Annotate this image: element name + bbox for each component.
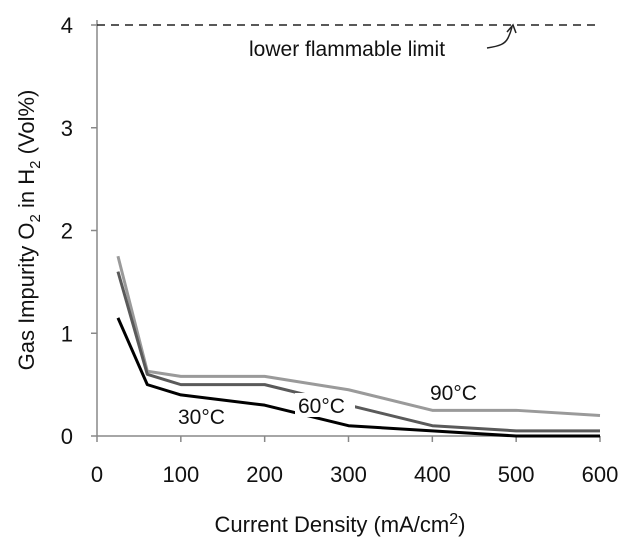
x-axis-title: Current Density (mA/cm2) <box>215 511 466 537</box>
annotation-arrow <box>486 26 513 49</box>
x-tick-label: 100 <box>162 462 199 487</box>
y-tick-label: 0 <box>61 424 73 449</box>
y-tick-label: 1 <box>61 321 73 346</box>
x-tick-label: 200 <box>246 462 283 487</box>
series-line-90C <box>116 255 601 417</box>
annotation-arrowhead <box>506 23 517 34</box>
axes <box>96 20 600 437</box>
series-labels: 30°C 60°C 90°C <box>175 380 487 429</box>
series-label-background <box>295 393 355 417</box>
series-label: 90°C <box>430 382 477 405</box>
series-label: 60°C <box>298 395 345 418</box>
ticks: 0 1 2 3 4 0 100 200 300 400 500 600 <box>61 13 619 487</box>
y-tick-label: 3 <box>61 116 73 141</box>
x-tick-label: 600 <box>582 462 619 487</box>
series-label-background <box>427 380 487 404</box>
x-tick-label: 300 <box>330 462 367 487</box>
x-tick-label: 500 <box>498 462 535 487</box>
y-axis-title: Gas Impurity O2 in H2 (Vol%) <box>14 90 44 371</box>
y-tick-label: 2 <box>61 219 73 244</box>
reference-line-group: lower flammable limit <box>97 23 600 61</box>
series-label-background <box>175 404 235 428</box>
y-tick-label: 4 <box>61 13 73 38</box>
flammable-limit-label: lower flammable limit <box>249 38 445 61</box>
x-tick-label: 0 <box>91 462 103 487</box>
x-tick-label: 400 <box>414 462 451 487</box>
series-label: 30°C <box>178 406 225 429</box>
